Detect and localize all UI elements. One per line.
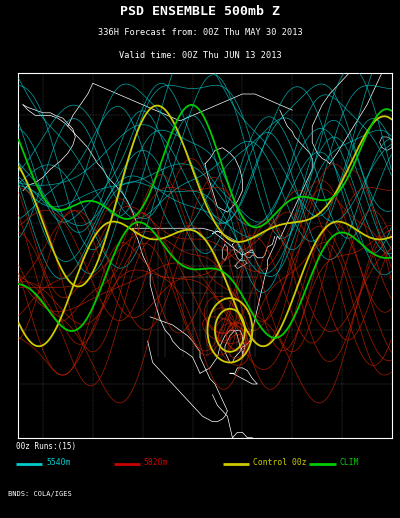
- Text: PSD ENSEMBLE 500mb Z: PSD ENSEMBLE 500mb Z: [120, 5, 280, 18]
- Text: Control 00z: Control 00z: [253, 458, 306, 467]
- Text: 5540m: 5540m: [46, 458, 70, 467]
- Text: 5820m: 5820m: [144, 458, 168, 467]
- Text: Valid time: 00Z Thu JUN 13 2013: Valid time: 00Z Thu JUN 13 2013: [119, 51, 281, 60]
- Text: 336H Forecast from: 00Z Thu MAY 30 2013: 336H Forecast from: 00Z Thu MAY 30 2013: [98, 28, 302, 37]
- Text: CLIM: CLIM: [339, 458, 359, 467]
- Text: BNDS: COLA/IGES: BNDS: COLA/IGES: [8, 491, 72, 497]
- Text: 00z Runs:(15): 00z Runs:(15): [16, 442, 76, 451]
